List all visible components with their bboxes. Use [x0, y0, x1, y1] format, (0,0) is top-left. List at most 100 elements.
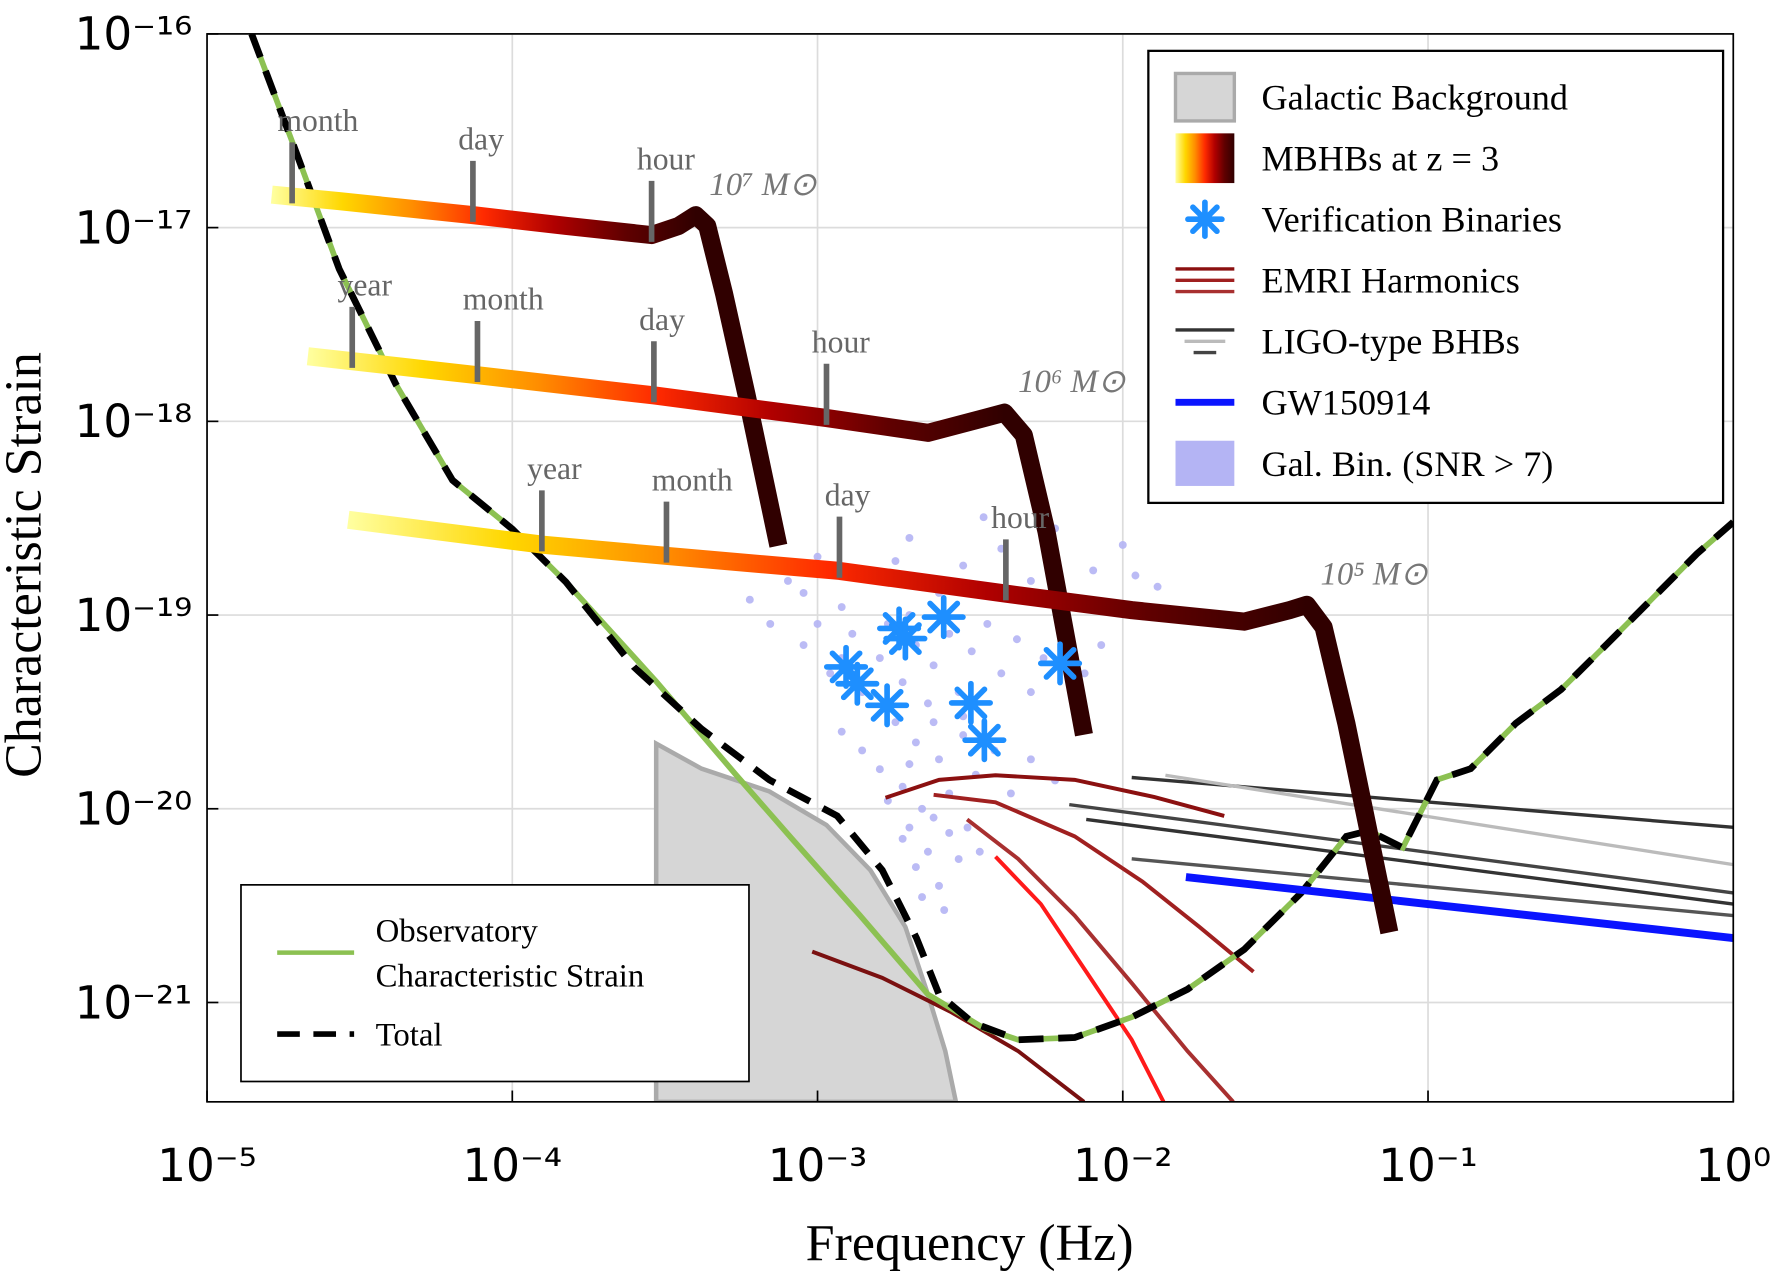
gal-bin-point	[945, 629, 954, 638]
gal-bin-point	[1089, 566, 1098, 575]
gal-bin-point	[891, 557, 900, 566]
gal-bin-point	[813, 619, 822, 628]
time-label: hour	[991, 500, 1050, 535]
gal-bin-point	[918, 804, 927, 813]
harmonic-line	[1165, 773, 1734, 867]
mass-label: 10⁶ M⊙	[1018, 364, 1126, 400]
gal-bin-point	[783, 576, 792, 585]
gal-bin-point	[837, 603, 846, 611]
y-tick-label: 10⁻¹⁸	[75, 395, 193, 448]
time-label: year	[527, 451, 582, 486]
gal-bin-point	[799, 589, 808, 597]
legend-icon	[1185, 199, 1225, 240]
axes: 10⁻⁵ 10⁻⁴ 10⁻³ 10⁻² 10⁻¹ 10⁰ 10⁻²¹ 10⁻²⁰ 10⁻¹⁹ 10…	[75, 8, 1772, 1192]
gal-bin-point	[929, 813, 938, 822]
x-tick-label: 10⁰	[1695, 1139, 1771, 1192]
harmonic-line	[884, 773, 1225, 818]
legend-label: Galactic Background	[1261, 78, 1568, 118]
y-tick-label: 10⁻¹⁷	[75, 201, 193, 254]
time-label: hour	[812, 325, 871, 360]
time-label: day	[825, 477, 871, 512]
gal-bin-point	[898, 834, 907, 843]
mass-label: 10⁵ M⊙	[1320, 556, 1428, 592]
harmonic-line	[1086, 817, 1734, 906]
time-label: month	[277, 103, 358, 138]
gal-bin-point	[1080, 669, 1089, 678]
gal-bin-point	[826, 669, 835, 678]
time-label: day	[639, 302, 685, 337]
gal-bin-point	[1097, 641, 1106, 650]
gal-bin-point	[858, 746, 867, 755]
gal-bin-point	[1039, 654, 1048, 662]
gal-bin-point	[905, 823, 914, 832]
harmonic-line	[933, 792, 1255, 974]
axes-frame	[206, 33, 1735, 1103]
gal-bin-point	[923, 847, 932, 856]
gal-bin-point	[799, 641, 808, 650]
harmonic-line	[1131, 857, 1734, 918]
gal-bin-point	[983, 619, 992, 628]
x-tick-label: 10⁻⁴	[462, 1139, 562, 1192]
gal-bin-point	[935, 881, 943, 890]
verification-binary	[921, 595, 966, 640]
legends: Galactic Background MBHBs at z = 3 Verific…	[240, 49, 1725, 1083]
gal-bin-point	[837, 727, 846, 736]
gal-bin-point	[975, 847, 984, 856]
y-tick-label: 10⁻²⁰	[75, 783, 193, 836]
legend-label: Observatory Characteristic Strain	[376, 913, 645, 994]
legend-label: Gal. Bin. (SNR > 7)	[1261, 444, 1553, 484]
x-tick-label: 10⁻¹	[1378, 1139, 1478, 1192]
gal-bin-point	[1131, 571, 1140, 580]
verification-binary	[962, 718, 1007, 763]
time-label: year	[338, 268, 393, 303]
legend-label: MBHBs at z = 3	[1261, 139, 1499, 179]
gal-bin-point	[963, 823, 972, 832]
verification-binary	[835, 661, 880, 706]
x-tick-label: 10⁻³	[768, 1139, 868, 1192]
gal-bin-point	[848, 629, 857, 638]
gal-bin-point	[875, 765, 884, 774]
gal-bin-point	[898, 782, 907, 791]
legend-icon	[1175, 133, 1235, 184]
legend-box	[1147, 49, 1725, 505]
y-tick-label: 10⁻¹⁶	[75, 8, 193, 61]
gal-bin-point	[813, 552, 822, 561]
gal-bin-point	[1026, 755, 1035, 764]
verification-binary	[823, 644, 869, 689]
legend-label: LIGO-type BHBs	[1261, 322, 1519, 362]
legend-label: GW150914	[1261, 383, 1430, 423]
harmonic-line	[811, 949, 1086, 1102]
gal-bin-point	[1153, 582, 1162, 591]
gal-bin-point	[959, 731, 968, 740]
y-tick-label: 10⁻²¹	[75, 976, 193, 1029]
verification-binary	[1037, 641, 1083, 686]
gal-bin-point	[766, 619, 775, 628]
gal-bin-point	[891, 718, 900, 727]
gal-bin-point	[997, 669, 1006, 678]
gal-bin-point	[1118, 541, 1127, 549]
verification-binary	[883, 616, 928, 661]
time-label: month	[652, 462, 733, 497]
gal-bin-point	[1006, 789, 1015, 798]
verification-binary	[948, 680, 993, 725]
mass-label: 10⁷ M⊙	[709, 167, 817, 203]
gal-bin-point	[923, 699, 932, 708]
gal-bin-point	[979, 513, 988, 522]
gal-bin-point	[935, 755, 943, 764]
x-axis-label: Frequency (Hz)	[806, 1215, 1134, 1272]
gal-bin-point	[929, 718, 938, 727]
gal-bin-point	[1026, 688, 1035, 697]
gal-bin-point	[1026, 576, 1035, 585]
gal-bin-point	[918, 893, 927, 902]
legend-box	[240, 884, 750, 1083]
y-tick-label: 10⁻¹⁹	[75, 589, 193, 642]
gal-bin-point	[911, 863, 920, 872]
gal-bin-point	[967, 647, 976, 656]
x-tick-label: 10⁻²	[1073, 1139, 1173, 1192]
legend-icon	[1173, 71, 1237, 123]
gal-bin-point	[940, 906, 949, 915]
legend-icon	[1175, 440, 1235, 486]
gal-bin-point	[905, 534, 914, 542]
gal-bin-point	[959, 561, 968, 570]
